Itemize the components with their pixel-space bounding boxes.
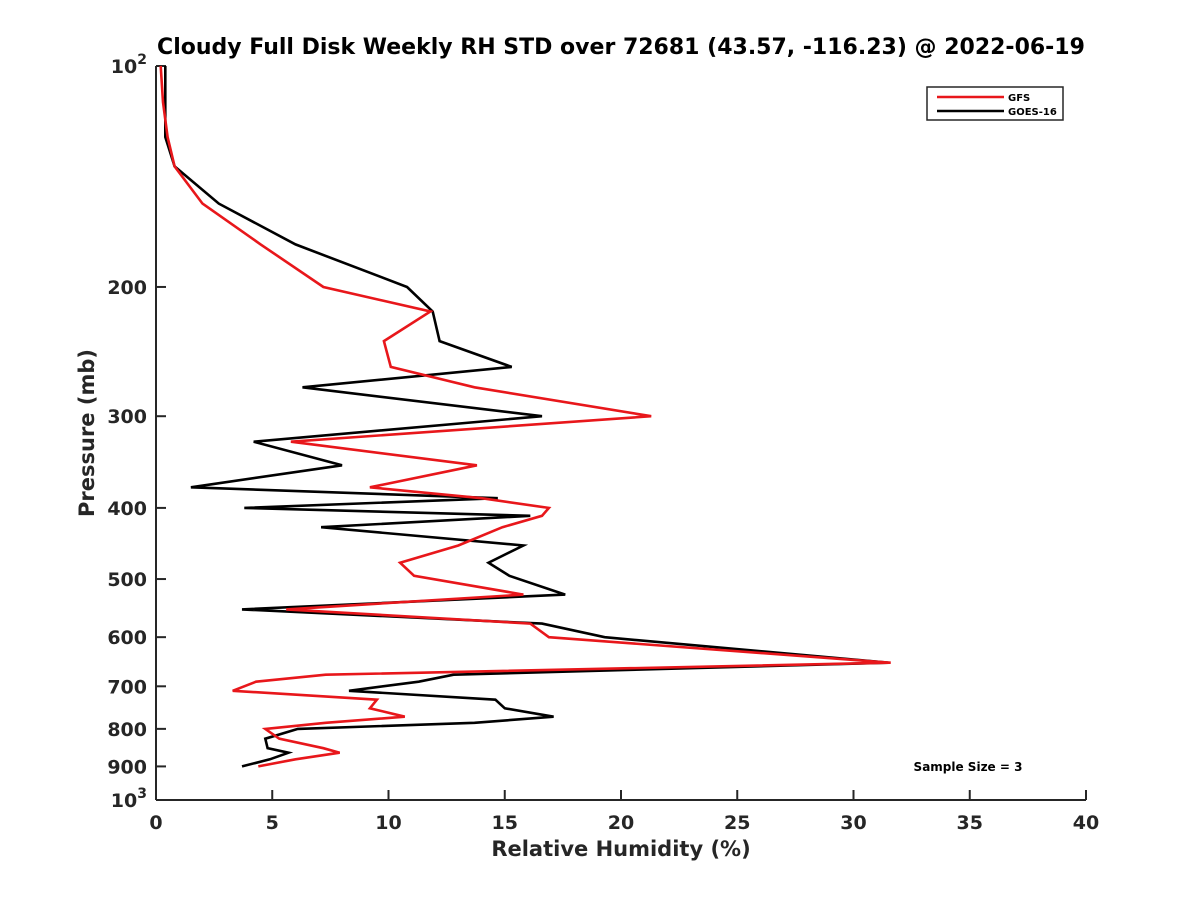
- sample-size-annotation: Sample Size = 3: [914, 760, 1023, 774]
- legend: GFS GOES-16: [926, 86, 1064, 121]
- x-tick-label: 15: [492, 812, 518, 834]
- y-tick-label: 600: [107, 627, 147, 649]
- y-tick-label: 300: [107, 406, 147, 428]
- x-tick-label: 5: [266, 812, 279, 834]
- series-line-gfs: [159, 65, 891, 768]
- x-tick-label: 35: [957, 812, 983, 834]
- x-tick-label: 40: [1073, 812, 1099, 834]
- legend-label-goes-16: GOES-16: [1008, 107, 1057, 118]
- x-axis-label: Relative Humidity (%): [491, 837, 750, 861]
- y-tick-label: 800: [107, 719, 147, 741]
- legend-label-gfs: GFS: [1008, 93, 1030, 104]
- chart-title: Cloudy Full Disk Weekly RH STD over 7268…: [157, 35, 1085, 60]
- y-tick-label: 900: [107, 756, 147, 778]
- x-axis: 0 5 10 15 20 25 30 35 40: [149, 790, 1099, 834]
- series-line-goes-16: [164, 66, 889, 768]
- y-axis-label: Pressure (mb): [75, 349, 99, 517]
- y-tick-label: 200: [107, 277, 147, 299]
- x-tick-label: 20: [608, 812, 634, 834]
- series-layer: [159, 65, 891, 768]
- y-tick-label: 400: [107, 498, 147, 520]
- legend-box: [926, 86, 1064, 121]
- x-tick-label: 30: [840, 812, 866, 834]
- y-tick-label: 700: [107, 676, 147, 698]
- x-tick-label: 0: [149, 812, 162, 834]
- y-tick-label: 500: [107, 569, 147, 591]
- x-tick-label: 10: [375, 812, 401, 834]
- x-tick-label: 25: [724, 812, 750, 834]
